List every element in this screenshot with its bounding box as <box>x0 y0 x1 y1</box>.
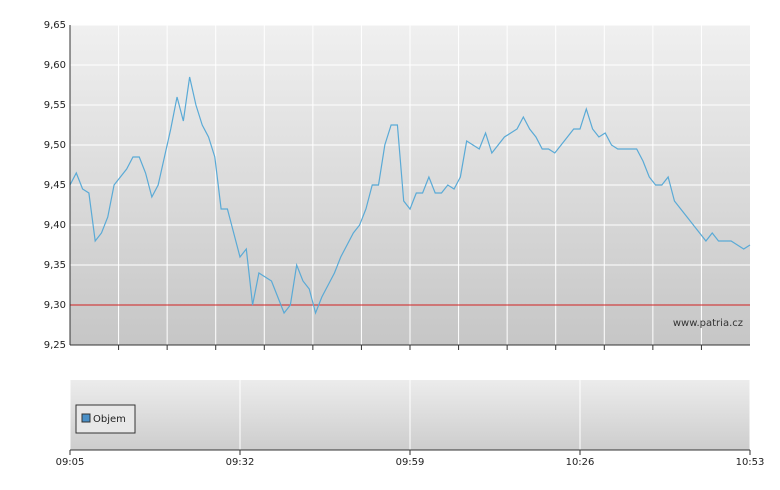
x-tick-label: 09:59 <box>396 457 425 468</box>
watermark: www.patria.cz <box>673 318 743 329</box>
y-tick-label: 9,35 <box>44 260 66 271</box>
y-tick-label: 9,45 <box>44 180 66 191</box>
x-tick-label: 10:53 <box>736 457 765 468</box>
legend-swatch <box>81 413 91 423</box>
x-tick-label: 09:05 <box>56 457 85 468</box>
x-tick-label: 09:32 <box>226 457 255 468</box>
x-tick-label: 10:26 <box>566 457 595 468</box>
y-tick-label: 9,60 <box>44 60 66 71</box>
y-tick-label: 9,50 <box>44 140 66 151</box>
y-tick-label: 9,55 <box>44 100 66 111</box>
legend-label: Objem <box>93 414 126 425</box>
y-tick-label: 9,65 <box>44 20 66 31</box>
price-line <box>69 76 751 315</box>
y-tick-label: 9,30 <box>44 300 66 311</box>
y-tick-label: 9,25 <box>44 340 66 351</box>
y-tick-label: 9,40 <box>44 220 66 231</box>
